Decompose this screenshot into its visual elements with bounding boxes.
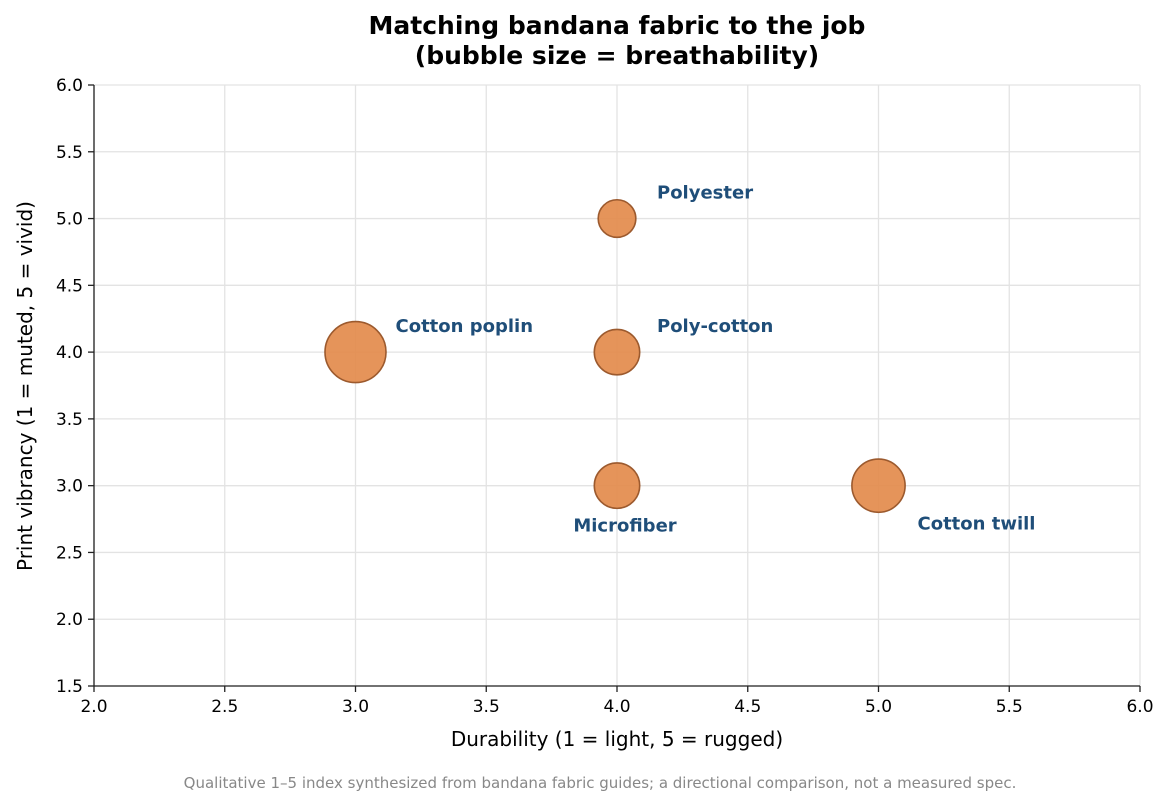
footnote: Qualitative 1–5 index synthesized from b… (184, 774, 1017, 792)
chart-subtitle: (bubble size = breathability) (415, 41, 819, 70)
point-labels: Cotton poplin Polyester Poly-cotton Microfi… (396, 183, 1036, 537)
bubble-cotton-poplin (324, 320, 387, 384)
y-tick-label: 4.0 (56, 343, 83, 363)
point-label: Microfiber (573, 516, 676, 537)
x-tick-label: 5.5 (996, 697, 1023, 717)
y-tick-label: 3.0 (56, 477, 83, 497)
x-tick-label: 2.0 (80, 697, 107, 717)
bubbles (324, 198, 906, 514)
axes (88, 84, 1141, 692)
point-label: Cotton poplin (396, 316, 534, 337)
x-tick-label: 4.5 (734, 697, 761, 717)
bubble-poly-cotton (593, 328, 641, 376)
y-tick-label: 2.5 (56, 543, 83, 563)
x-tick-label: 6.0 (1126, 697, 1153, 717)
bubble-cotton-twill (851, 458, 906, 514)
x-tick-label: 5.0 (865, 697, 892, 717)
y-tick-label: 5.5 (56, 143, 83, 163)
bubble-polyester (597, 198, 637, 239)
y-tick-label: 6.0 (56, 76, 83, 96)
tick-labels: 2.0 2.5 3.0 3.5 4.0 4.5 5.0 5.5 6.01.52.02.53.03… (56, 76, 1154, 717)
y-tick-label: 5.0 (56, 210, 83, 230)
y-tick-label: 3.5 (56, 410, 83, 430)
y-tick-label: 4.5 (56, 276, 83, 296)
x-tick-label: 2.5 (211, 697, 238, 717)
grid (93, 84, 1141, 687)
bubble-microfiber (593, 462, 641, 510)
point-label: Cotton twill (918, 514, 1036, 535)
x-tick-label: 3.5 (473, 697, 500, 717)
y-tick-label: 1.5 (56, 677, 83, 697)
x-tick-label: 3.0 (342, 697, 369, 717)
point-label: Polyester (657, 183, 753, 204)
x-axis-label: Durability (1 = light, 5 = rugged) (451, 727, 783, 751)
y-axis-label: Print vibrancy (1 = muted, 5 = vivid) (13, 201, 37, 571)
chart-title: Matching bandana fabric to the job (369, 11, 866, 40)
y-tick-label: 2.0 (56, 610, 83, 630)
x-tick-label: 4.0 (603, 697, 630, 717)
point-label: Poly-cotton (657, 316, 773, 337)
